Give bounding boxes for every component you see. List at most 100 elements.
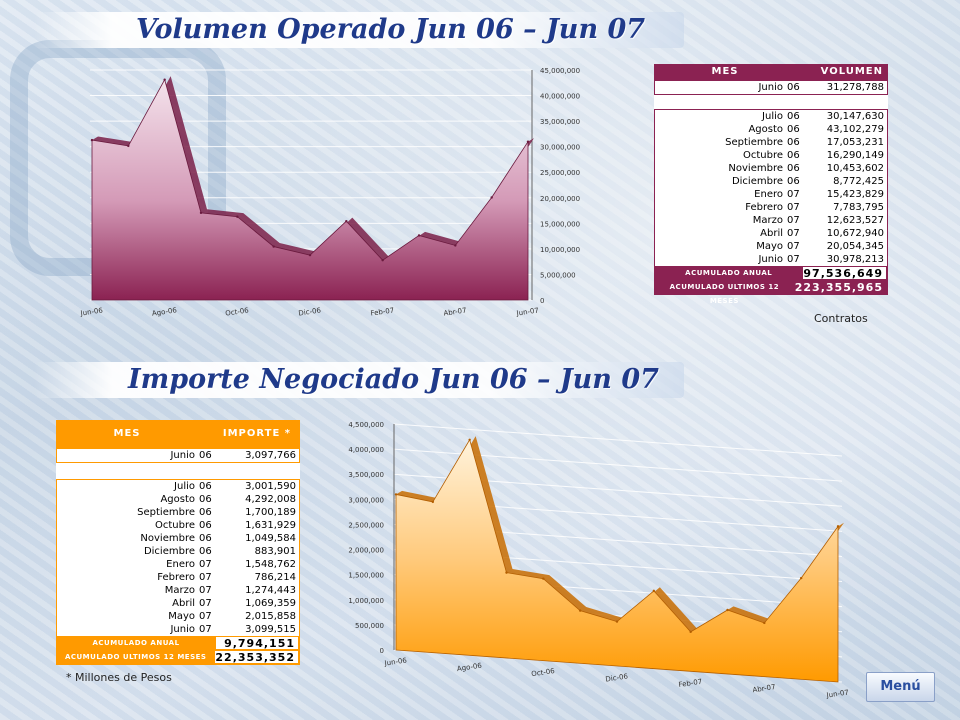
table-row: Abril 07 1,069,359 (57, 597, 299, 610)
row-mes: Junio (170, 624, 195, 635)
row-value: 1,274,443 (245, 585, 296, 596)
row-value: 8,772,425 (833, 176, 884, 187)
y-tick-label: 4,500,000 (348, 421, 384, 429)
row-year: 06 (199, 450, 212, 461)
row-mes: Junio (170, 450, 195, 461)
row-year: 07 (787, 241, 800, 252)
table-row: Diciembre 06 8,772,425 (655, 175, 887, 188)
row-mes: Julio (174, 481, 195, 492)
row-year: 06 (199, 520, 212, 531)
table-row: Diciembre 06 883,901 (57, 545, 299, 558)
data-point (454, 244, 457, 247)
volumen-table-header: MES VOLUMEN (655, 65, 887, 81)
data-point (542, 577, 545, 580)
data-point (526, 140, 530, 143)
data-point (199, 211, 203, 215)
row-year: 06 (199, 507, 212, 518)
importe-note: * Millones de Pesos (66, 671, 172, 684)
y-tick-label: 1,500,000 (348, 572, 384, 580)
table-row: Enero 07 15,423,829 (655, 188, 887, 201)
table-row: Julio 06 30,147,630 (655, 110, 887, 123)
importe-table-rows: Julio 06 3,001,590 Agosto 06 4,292,008 Septiem… (57, 480, 299, 636)
data-point (345, 219, 348, 223)
x-tick-label: Abr-07 (752, 683, 776, 694)
header-importe: IMPORTE * (222, 428, 291, 439)
menu-button[interactable]: Menú (866, 672, 935, 702)
data-point (431, 500, 435, 504)
row-value: 31,278,788 (826, 82, 884, 93)
importe-acumulado-12: ACUMULADO ULTIMOS 12 MESES 22,353,352 (57, 650, 299, 664)
row-year: 06 (787, 137, 800, 148)
table-row: Noviembre 06 10,453,602 (655, 162, 887, 175)
row-value: 4,292,008 (245, 494, 296, 505)
table-row: Julio 06 3,001,590 (57, 480, 299, 493)
y-tick-label: 4,000,000 (348, 446, 384, 454)
row-year: 06 (787, 111, 800, 122)
row-year: 07 (787, 215, 800, 226)
row-year: 06 (199, 546, 212, 557)
table-row: Septiembre 06 17,053,231 (655, 136, 887, 149)
acumulado-12-value: 223,355,965 (794, 281, 886, 294)
acumulado-anual-label: ACUMULADO ANUAL (685, 269, 773, 277)
table-row: Febrero 07 786,214 (57, 571, 299, 584)
row-year: 07 (199, 559, 212, 570)
x-tick-label: Abr-07 (443, 306, 467, 317)
data-point (381, 259, 384, 262)
volumen-chart: 0 5,000,000 10,000,000 15,000,000 20,000,000… (79, 67, 580, 318)
data-point (726, 608, 729, 612)
row-year: 06 (787, 82, 800, 93)
row-mes: Agosto (160, 494, 195, 505)
row-mes: Noviembre (728, 163, 783, 174)
y-tick-label: 20,000,000 (540, 195, 580, 203)
importe-acumulado-anual: ACUMULADO ANUAL 9,794,151 (57, 636, 299, 650)
data-point (236, 215, 239, 218)
row-mes: Julio (762, 111, 783, 122)
volumen-acumulado-anual: ACUMULADO ANUAL 97,536,649 (655, 266, 887, 280)
table-row: Junio 06 3,097,766 (57, 449, 299, 462)
row-value: 1,069,359 (245, 598, 296, 609)
data-point (272, 245, 275, 248)
x-tick-label: Dic-06 (298, 306, 322, 317)
volumen-acumulado-12: ACUMULADO ULTIMOS 12 MESES 223,355,965 (655, 280, 887, 305)
row-value: 30,978,213 (826, 254, 884, 265)
y-tick-label: 10,000,000 (540, 246, 580, 254)
row-mes: Mayo (168, 611, 195, 622)
data-point (90, 138, 94, 142)
row-mes: Diciembre (731, 176, 783, 187)
table-row: Mayo 07 2,015,858 (57, 610, 299, 623)
table-row: Junio 06 31,278,788 (655, 81, 887, 94)
row-year: 07 (199, 572, 212, 583)
row-value: 20,054,345 (826, 241, 884, 252)
data-point (127, 144, 130, 148)
row-value: 3,097,766 (245, 450, 296, 461)
acumulado-anual-label: ACUMULADO ANUAL (92, 639, 180, 647)
y-tick-label: 40,000,000 (540, 93, 580, 101)
volumen-table-rows: Julio 06 30,147,630 Agosto 06 43,102,279 Septi… (655, 110, 887, 266)
table-row: Septiembre 06 1,700,189 (57, 506, 299, 519)
data-point (578, 609, 582, 612)
row-mes: Junio (758, 254, 783, 265)
x-tick-label: Ago-06 (456, 662, 482, 673)
table-row: Enero 07 1,548,762 (57, 558, 299, 571)
y-tick-label: 0 (540, 297, 544, 305)
data-point (394, 493, 398, 496)
row-mes: Agosto (748, 124, 783, 135)
header-mes: MES (711, 66, 739, 77)
row-year: 06 (199, 481, 212, 492)
data-point (308, 253, 312, 257)
row-value: 3,099,515 (245, 624, 296, 635)
row-year: 07 (787, 254, 800, 265)
table-row: Mayo 07 20,054,345 (655, 240, 887, 253)
acumulado-anual-value: 97,536,649 (803, 267, 886, 280)
importe-table-header: MES IMPORTE * (57, 421, 299, 449)
row-value: 1,049,584 (245, 533, 296, 544)
row-value: 1,548,762 (245, 559, 296, 570)
table-row: Octubre 06 16,290,149 (655, 149, 887, 162)
row-value: 43,102,279 (826, 124, 884, 135)
row-year: 06 (787, 124, 800, 135)
y-tick-label: 500,000 (355, 622, 384, 630)
data-point (490, 196, 493, 199)
table-row: Marzo 07 1,274,443 (57, 584, 299, 597)
y-tick-label: 1,000,000 (348, 597, 384, 605)
